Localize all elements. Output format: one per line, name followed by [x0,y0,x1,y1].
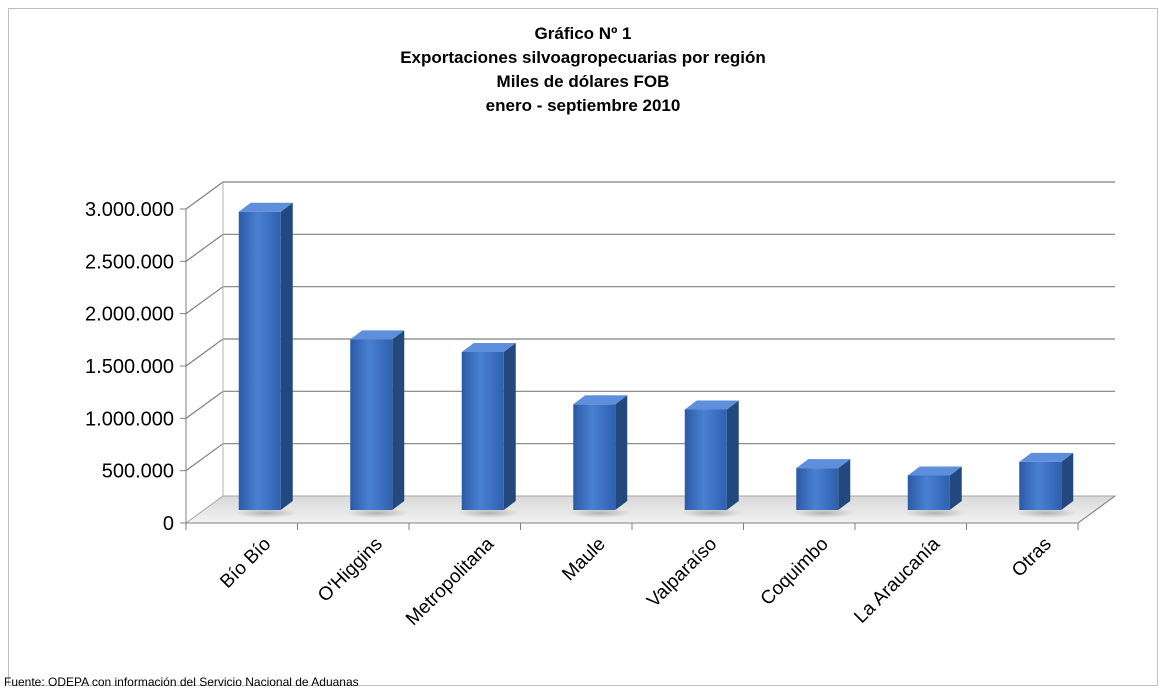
bar [907,475,950,510]
bar [684,409,727,510]
gridline [185,338,1115,367]
y-tick-label: 1.500.000 [85,356,174,378]
bar-shadow [234,508,298,518]
gridline [185,390,1115,419]
gridline [185,286,1115,315]
bar-top [573,395,628,405]
bar-side [615,395,628,510]
bar-side [392,330,405,510]
x-tick-label: Otras [1008,534,1056,582]
x-tick-label: Maule [558,534,609,585]
chart-floor [184,495,1117,524]
bar-side [726,400,739,510]
bar [573,404,616,510]
bar-shadow [903,508,967,518]
chart-title-line-3: Miles de dólares FOB [496,72,670,91]
bar-side [280,202,293,510]
bar-top [350,330,405,340]
chart-frame [8,8,1158,686]
bar-shadow [791,508,855,518]
bar-shadow [457,508,521,518]
bar-shadow [345,508,409,518]
bar [796,468,839,510]
bar-top [684,400,739,410]
bar-side [503,342,516,510]
chart-title-line-1: Gráfico Nº 1 [534,24,632,43]
bar [1019,461,1062,510]
chart-title: Gráfico Nº 1 Exportaciones silvoagropecu… [0,22,1166,118]
bar-top [907,466,962,476]
bar-side [949,466,962,510]
x-tick-label: Metropolitana [402,533,499,630]
y-tick-label: 500.000 [102,461,174,483]
bar-shadow [568,508,632,518]
bar-shadow [680,508,744,518]
x-tick-label: Bío Bío [216,534,275,593]
y-tick-label: 0 [163,513,174,535]
y-tick-label: 2.000.000 [85,304,174,326]
gridline [185,181,1115,210]
bar-top [1019,452,1074,462]
bar-top [461,342,516,352]
floor-right-edge [1077,495,1116,524]
bar-side [1061,452,1074,510]
bar-shadow [1014,508,1078,518]
y-tick-label: 1.000.000 [85,408,174,430]
bar [350,339,393,510]
y-tick-label: 2.500.000 [85,251,174,273]
bar-top [238,202,293,212]
gridline [185,443,1115,472]
gridline [185,233,1115,262]
x-tick-label: La Araucanía [850,533,944,627]
y-tick-label: 3.000.000 [85,199,174,221]
bar [238,211,281,510]
source-note: Fuente: ODEPA con información del Servic… [4,675,359,689]
chart-title-line-4: enero - septiembre 2010 [485,96,681,115]
x-tick-label: Coquimbo [757,534,833,610]
bar [461,351,504,510]
bar-top [796,459,851,469]
chart-title-line-2: Exportaciones silvoagropecuarias por reg… [400,48,766,67]
bar-side [838,459,851,510]
x-tick-label: Valparaíso [643,534,721,612]
x-tick-label: O'Higgins [314,534,387,607]
